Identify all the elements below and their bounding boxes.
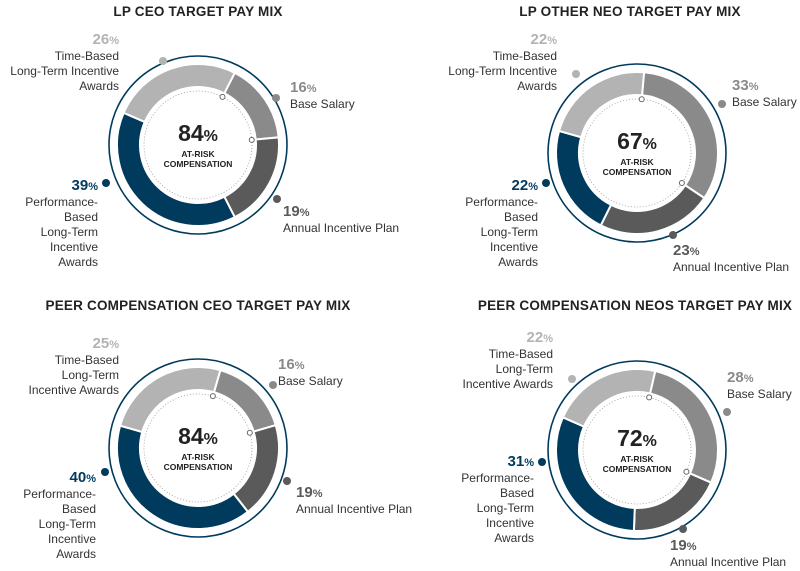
marker-hollow-dot	[646, 394, 653, 401]
marker-hollow-dot	[219, 93, 226, 100]
center-summary: 84% AT-RISK COMPENSATION	[143, 424, 253, 472]
at-risk-value: 72	[617, 425, 643, 451]
marker-hollow-dot	[638, 96, 645, 103]
label-base: 16% Base Salary	[278, 356, 343, 389]
center-label: AT-RISK COMPENSATION	[602, 454, 672, 474]
callout-dot-aip	[273, 195, 281, 203]
label-base: 16% Base Salary	[290, 79, 355, 112]
slice-time	[122, 63, 237, 124]
chart-title: LP CEO TARGET PAY MIX	[113, 4, 283, 19]
slice-time	[561, 368, 657, 428]
label-base: 28% Base Salary	[727, 369, 792, 402]
label-perf: 22% Performance- Based Long-Term Incentiv…	[465, 177, 538, 270]
callout-dot-time	[572, 70, 580, 78]
outer-ring	[108, 55, 288, 235]
unit: %	[203, 128, 218, 145]
label-aip: 19% Annual Incentive Plan	[296, 484, 413, 517]
unit: %	[203, 431, 218, 448]
slice-time	[557, 71, 646, 139]
chart-title: PEER COMPENSATION NEOS TARGET PAY MIX	[477, 298, 793, 313]
slice-time	[118, 366, 222, 434]
slice-aip	[599, 183, 706, 235]
marker-hollow-dot	[246, 429, 253, 436]
callout-dot-perf	[542, 179, 550, 187]
callout-dot-base	[272, 94, 280, 102]
callout-dot-base	[723, 408, 731, 416]
center-label: AT-RISK COMPENSATION	[163, 452, 233, 472]
chart-title: LP OTHER NEO TARGET PAY MIX	[519, 4, 741, 19]
outer-ring	[547, 360, 727, 540]
chart-title: PEER COMPENSATION CEO TARGET PAY MIX	[45, 298, 351, 313]
marker-hollow-dot	[209, 393, 216, 400]
slice-aip	[632, 472, 713, 532]
label-base: 33% Base Salary	[732, 77, 797, 110]
center-summary: 67% AT-RISK COMPENSATION	[582, 129, 692, 177]
outer-ring	[108, 358, 288, 538]
label-time: 26% Time-Based Long-Term Incentive Awards	[10, 31, 119, 94]
center-summary: 72% AT-RISK COMPENSATION	[582, 426, 692, 474]
label-time: 22% Time-Based Long-Term Incentive Awards	[448, 31, 557, 94]
unit: %	[642, 433, 657, 450]
label-time: 25% Time-Based Long-Term Incentive Awards	[28, 335, 120, 398]
dotted-inner-ring	[582, 98, 692, 208]
center-label: AT-RISK COMPENSATION	[163, 149, 233, 169]
center-summary: 84% AT-RISK COMPENSATION	[143, 121, 253, 169]
dotted-inner-ring	[582, 395, 692, 505]
callout-dot-time	[167, 374, 175, 382]
callout-dot-time	[159, 57, 167, 65]
label-time: 22% Time-Based Long-Term Incentive Awards	[462, 329, 554, 392]
callout-dot-aip	[679, 525, 687, 533]
marker-hollow-dot	[683, 468, 690, 475]
dotted-inner-ring	[143, 90, 253, 200]
label-aip: 19% Annual Incentive Plan	[670, 537, 787, 570]
callout-dot-base	[718, 100, 726, 108]
callout-dot-aip	[283, 477, 291, 485]
dotted-inner-ring	[143, 393, 253, 503]
unit: %	[642, 136, 657, 153]
center-label: AT-RISK COMPENSATION	[602, 157, 672, 177]
slice-base	[212, 368, 277, 433]
label-aip: 19% Annual Incentive Plan	[283, 203, 400, 236]
at-risk-value: 84	[178, 423, 204, 449]
outer-ring	[547, 63, 727, 243]
callout-dot-aip	[669, 231, 677, 239]
slice-perf	[116, 424, 250, 530]
callout-dot-perf	[102, 179, 110, 187]
callout-dot-base	[269, 381, 277, 389]
marker-hollow-dot	[248, 136, 255, 143]
label-perf: 39% Performance- Based Long-Term Incentiv…	[25, 177, 98, 270]
at-risk-value: 84	[178, 120, 204, 146]
label-perf: 31% Performance- Based Long-Term Incentiv…	[461, 453, 534, 546]
at-risk-value: 67	[617, 128, 643, 154]
marker-hollow-dot	[678, 180, 685, 187]
label-perf: 40% Performance- Based Long-Term Incentiv…	[23, 469, 96, 562]
callout-dot-perf	[538, 458, 546, 466]
callout-dot-time	[568, 375, 576, 383]
callout-dot-perf	[101, 468, 109, 476]
label-aip: 23% Annual Incentive Plan	[673, 242, 790, 275]
